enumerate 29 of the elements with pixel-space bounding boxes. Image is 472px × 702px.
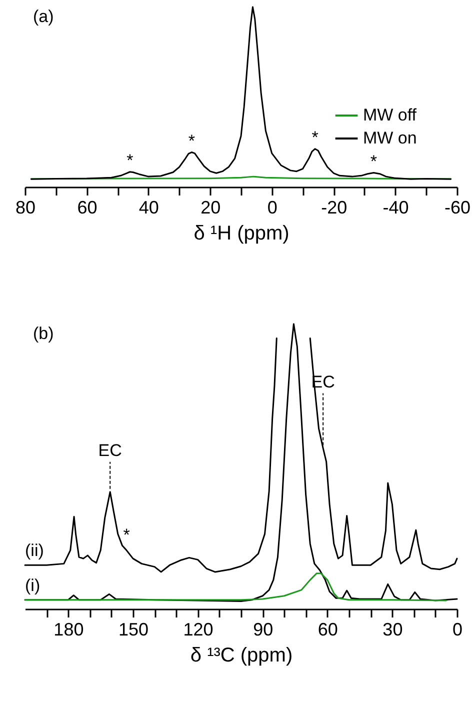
x-tick-label: 150 (118, 620, 149, 640)
x-tick-label: 60 (318, 620, 338, 640)
x-tick-label: 0 (452, 620, 463, 640)
x-tick-label: -60 (444, 198, 471, 218)
legend-label: MW off (363, 106, 417, 124)
chart-title: (a) (33, 7, 54, 26)
x-tick-label: 20 (200, 198, 221, 218)
x-tick-label: 30 (382, 620, 403, 640)
x-tick-label: 40 (138, 198, 159, 218)
annotation: EC (98, 440, 122, 460)
legend-label: MW on (363, 128, 417, 148)
annotation: * (312, 128, 319, 147)
x-tick-label: 180 (54, 620, 84, 640)
x-tick-label: 80 (15, 198, 36, 218)
x-tick-label: 0 (267, 198, 278, 218)
x-axis-title: δ ¹³C (ppm) (190, 644, 293, 666)
chart-title: (b) (33, 324, 54, 343)
annotation: * (370, 152, 378, 171)
annotation: * (126, 150, 134, 170)
annotation: * (188, 131, 196, 150)
x-tick-label: -20 (321, 198, 348, 218)
x-tick-label: 90 (253, 620, 274, 640)
series-label: (i) (25, 576, 40, 595)
series-label: (ii) (25, 541, 44, 560)
x-tick-label: 120 (183, 620, 214, 640)
x-tick-label: -40 (382, 198, 409, 218)
x-tick-label: 60 (77, 198, 98, 218)
x-axis-title: δ ¹H (ppm) (194, 222, 290, 244)
annotation: * (123, 525, 130, 544)
